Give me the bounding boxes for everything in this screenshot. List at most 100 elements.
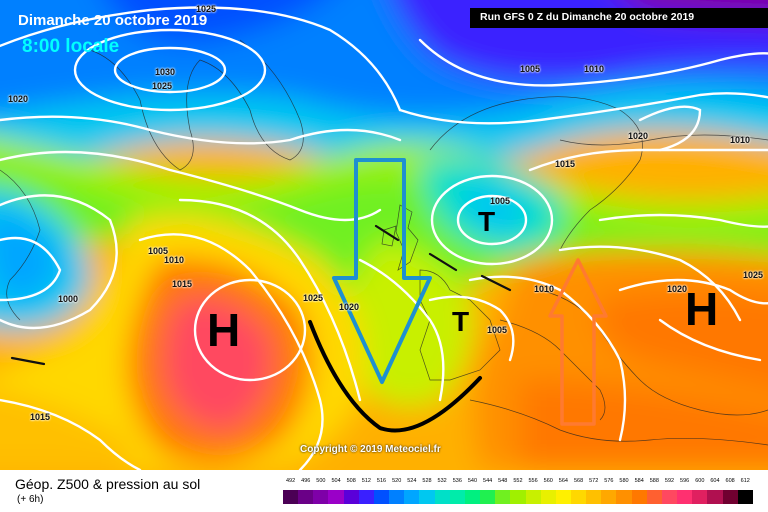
scale-swatch <box>677 490 693 504</box>
scale-swatch <box>283 490 299 504</box>
run-info-label: Run GFS 0 Z du Dimanche 20 octobre 2019 <box>480 11 695 23</box>
isobar-label: 1005 <box>490 196 511 206</box>
isobar-label: 1015 <box>555 159 576 169</box>
scale-swatch <box>586 490 602 504</box>
high-pressure-east: H <box>685 283 719 335</box>
scale-value: 504 <box>331 478 341 484</box>
scale-value: 584 <box>634 478 644 484</box>
scale-value: 492 <box>285 478 296 484</box>
scale-value: 508 <box>346 478 356 484</box>
isobar-label: 1005 <box>148 246 169 256</box>
scale-value: 556 <box>528 478 538 484</box>
scale-value: 520 <box>392 478 402 484</box>
isobar-label: 1025 <box>743 270 764 280</box>
scale-swatch <box>525 490 541 504</box>
scale-value: 544 <box>483 478 493 484</box>
scale-value: 548 <box>498 478 508 484</box>
scale-swatch <box>434 490 450 504</box>
isobar-label: 1020 <box>667 284 688 294</box>
forecast-date: Dimanche 20 octobre 2019 <box>18 12 208 29</box>
isobar-label: 1025 <box>303 293 324 303</box>
low-pressure-north-sea: T <box>478 206 496 237</box>
isobar-label: 1010 <box>584 64 605 74</box>
scale-value: 560 <box>543 478 553 484</box>
color-scale-legend: 492 496 500 504 508 512 516 520 524 528 532 536 540 5… <box>283 478 753 508</box>
scale-swatch <box>328 490 344 504</box>
map-title: Géop. Z500 & pression au sol <box>15 476 201 492</box>
scale-swatch <box>540 490 556 504</box>
scale-swatch <box>631 490 647 504</box>
isobar-label: 1005 <box>520 64 541 74</box>
isobar-lines <box>0 6 768 470</box>
scale-swatch <box>373 490 390 504</box>
scale-swatch <box>646 490 662 504</box>
scale-value: 540 <box>467 478 478 484</box>
isobar-label: 1025 <box>152 81 173 91</box>
scale-value: 580 <box>619 478 629 484</box>
scale-value: 552 <box>513 478 523 484</box>
scale-value: 572 <box>589 478 599 484</box>
scale-value: 576 <box>604 478 614 484</box>
scale-value: 496 <box>301 478 311 484</box>
scale-value: 516 <box>376 478 387 484</box>
scale-swatch <box>555 490 571 504</box>
scale-swatch <box>737 490 753 504</box>
low-pressure-biscay: T <box>452 306 470 337</box>
scale-value: 524 <box>407 478 417 484</box>
scale-swatch <box>389 490 405 504</box>
scale-bar <box>283 490 753 504</box>
scale-swatch <box>510 490 526 504</box>
scale-value: 500 <box>316 478 326 484</box>
isobar-label: 1000 <box>58 294 79 304</box>
scale-value: 592 <box>664 478 675 484</box>
scale-swatch <box>570 490 587 504</box>
isobar-label: 1005 <box>487 325 508 335</box>
scale-value: 588 <box>649 478 659 484</box>
scale-swatch <box>298 490 314 504</box>
scale-swatch <box>449 490 465 504</box>
scale-swatch <box>464 490 481 504</box>
scale-value: 600 <box>695 478 705 484</box>
front-lines <box>10 224 512 366</box>
scale-swatch <box>495 490 511 504</box>
scale-value: 608 <box>725 478 735 484</box>
scale-swatch <box>616 490 632 504</box>
scale-swatch <box>480 490 496 504</box>
scale-swatch <box>343 490 359 504</box>
scale-value: 612 <box>740 478 750 484</box>
scale-value: 564 <box>558 478 568 484</box>
scale-value: 528 <box>422 478 432 484</box>
isobar-label: 1020 <box>8 94 29 104</box>
copyright-notice: Copyright © 2019 Meteociel.fr <box>300 444 441 455</box>
isobar-label: 1020 <box>628 131 649 141</box>
isobar-label: 1010 <box>534 284 555 294</box>
scale-swatch <box>722 490 738 504</box>
scale-swatch <box>358 490 374 504</box>
weather-map <box>0 0 768 470</box>
southerly-flow-arrow <box>548 258 608 426</box>
isobar-label: 1010 <box>164 255 185 265</box>
scale-value: 568 <box>573 478 584 484</box>
scale-value: 604 <box>710 478 720 484</box>
scale-swatch <box>313 490 329 504</box>
isobar-label: 1020 <box>339 302 360 312</box>
forecast-offset: (+ 6h) <box>17 494 44 505</box>
isobar-label: 1015 <box>30 412 51 422</box>
isobar-label: 1015 <box>172 279 193 289</box>
scale-swatch <box>661 490 678 504</box>
isobar-label: 1010 <box>730 135 751 145</box>
scale-swatch <box>419 490 435 504</box>
isobar-label: 1030 <box>155 67 176 77</box>
scale-value: 532 <box>437 478 447 484</box>
scale-swatch <box>707 490 723 504</box>
scale-swatch <box>601 490 617 504</box>
northerly-flow-arrow <box>332 158 432 384</box>
scale-labels: 492 496 500 504 508 512 516 520 524 528 532 536 540 5… <box>283 478 753 490</box>
trough-curve <box>308 320 482 433</box>
forecast-time: 8:00 locale <box>22 36 120 57</box>
scale-value: 596 <box>680 478 690 484</box>
isobar-label: 1025 <box>196 4 217 14</box>
scale-swatch <box>692 490 708 504</box>
scale-value: 536 <box>452 478 462 484</box>
run-info-box <box>470 8 768 28</box>
